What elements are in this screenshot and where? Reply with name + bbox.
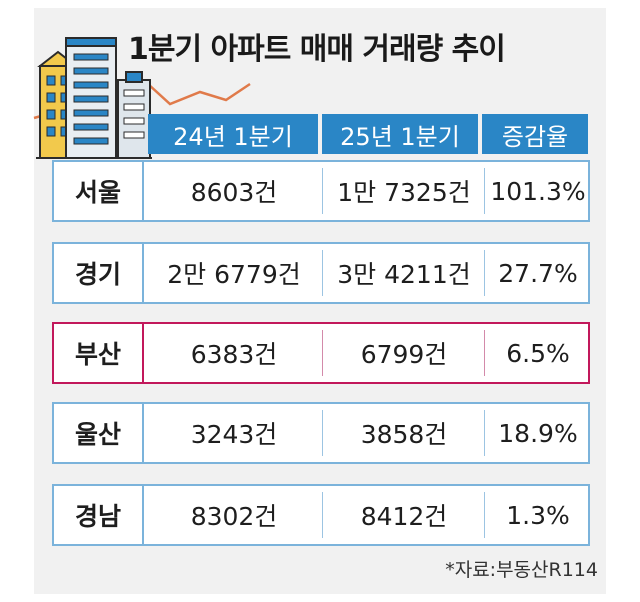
cell-24q1: 3243건	[190, 420, 278, 449]
row-region: 부산	[54, 324, 144, 382]
cell-25q1: 3만 4211건	[337, 260, 471, 289]
column-header-change: 증감율	[482, 114, 588, 154]
table-row-busan: 부산 6383건 6799건 6.5%	[52, 322, 590, 384]
row-region: 서울	[54, 162, 144, 220]
chart-title: 1분기 아파트 매매 거래량 추이	[128, 32, 506, 67]
table-row-seoul: 서울 8603건 1만 7325건 101.3%	[52, 160, 590, 222]
cell-25q1: 3858건	[360, 420, 448, 449]
column-header-24q1: 24년 1분기	[148, 114, 318, 154]
cell-change: 27.7%	[498, 258, 578, 288]
cell-change: 6.5%	[506, 338, 570, 368]
cell-24q1: 6383건	[190, 340, 278, 369]
table-row-ulsan: 울산 3243건 3858건 18.9%	[52, 402, 590, 464]
cell-25q1: 6799건	[360, 340, 448, 369]
table-row-gyeongnam: 경남 8302건 8412건 1.3%	[52, 484, 590, 546]
row-region: 울산	[54, 404, 144, 462]
column-header-25q1: 25년 1분기	[322, 114, 478, 154]
cell-change: 101.3%	[490, 176, 586, 206]
cell-24q1: 8302건	[190, 502, 278, 531]
cell-25q1: 8412건	[360, 502, 448, 531]
row-region: 경기	[54, 244, 144, 302]
row-region: 경남	[54, 486, 144, 544]
cell-change: 18.9%	[498, 418, 578, 448]
cell-24q1: 8603건	[190, 178, 278, 207]
cell-change: 1.3%	[506, 500, 570, 530]
source-note: *자료:부동산R114	[445, 559, 598, 581]
table-row-gyeonggi: 경기 2만 6779건 3만 4211건 27.7%	[52, 242, 590, 304]
cell-25q1: 1만 7325건	[337, 178, 471, 207]
cell-24q1: 2만 6779건	[167, 260, 301, 289]
